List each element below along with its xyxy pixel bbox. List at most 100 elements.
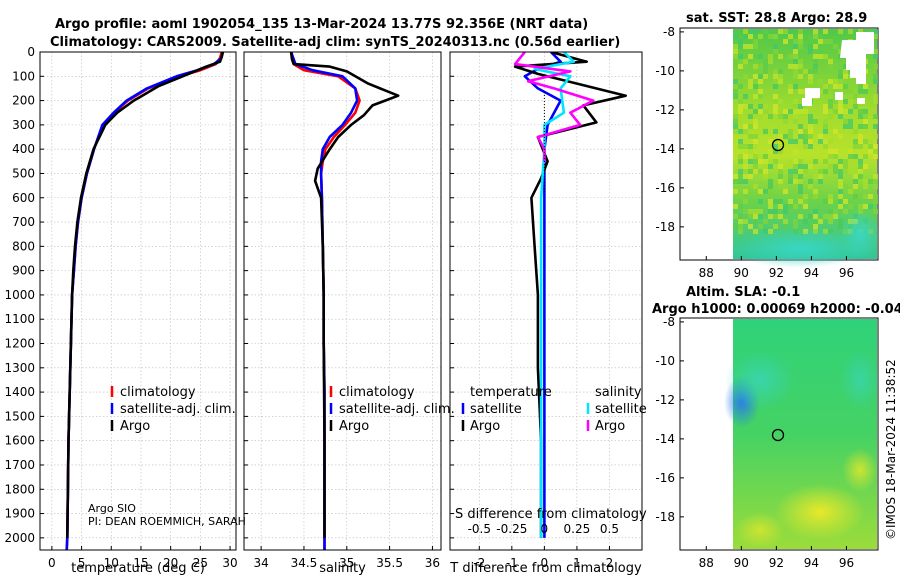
sst-pixel <box>793 119 798 124</box>
sst-pixel <box>773 79 778 84</box>
x-tick-label: 30 <box>222 556 237 570</box>
sst-pixel <box>783 39 788 44</box>
sst-pixel <box>808 69 813 74</box>
sst-pixel <box>773 209 778 214</box>
map-y-tick-label: -14 <box>655 432 675 446</box>
legend-satellite-label: satellite-adj. clim. <box>339 402 455 417</box>
legend-climatology-label: climatology <box>339 385 415 400</box>
sst-pixel <box>788 29 793 34</box>
x-axis-label: temperature (deg C) <box>71 561 205 576</box>
sst-pixel <box>808 119 813 124</box>
sst-pixel <box>843 109 848 114</box>
sst-pixel <box>808 44 813 49</box>
sst-pixel <box>743 219 748 224</box>
sst-pixel <box>748 79 753 84</box>
sst-pixel <box>738 109 743 114</box>
x-tick-label: 35 <box>339 556 354 570</box>
sst-pixel <box>793 74 798 79</box>
sla-map-title: Altim. SLA: -0.1 <box>686 285 800 300</box>
sst-pixel <box>783 184 788 189</box>
sst-pixel <box>863 184 868 189</box>
sst-pixel <box>813 209 818 214</box>
sst-pixel <box>778 189 783 194</box>
y-tick-label: 1100 <box>4 312 35 326</box>
sst-pixel <box>813 64 818 69</box>
sst-pixel <box>808 224 813 229</box>
sst-pixel <box>753 144 758 149</box>
sst-pixel <box>863 194 868 199</box>
sst-pixel <box>828 59 833 64</box>
sst-pixel <box>788 179 793 184</box>
sst-pixel <box>848 149 853 154</box>
sst-pixel <box>768 159 773 164</box>
sst-pixel <box>783 29 788 34</box>
sst-pixel <box>848 29 853 34</box>
sst-pixel <box>753 219 758 224</box>
y-tick-label: 1300 <box>4 361 35 375</box>
sst-pixel <box>818 79 823 84</box>
sst-pixel <box>828 74 833 79</box>
sst-pixel <box>748 189 753 194</box>
sst-pixel <box>743 64 748 69</box>
x-tick-label: 1 <box>573 556 581 570</box>
sst-pixel <box>778 74 783 79</box>
sst-pixel <box>853 169 858 174</box>
x-tick-label: 20 <box>163 556 178 570</box>
sst-pixel <box>793 179 798 184</box>
sst-pixel <box>858 124 863 129</box>
x-tick-label: 2 <box>606 556 614 570</box>
sst-pixel <box>823 169 828 174</box>
sst-pixel <box>793 224 798 229</box>
sla-map-panel: Altim. SLA: -0.1 Argo h1000: 0.00069 h20… <box>652 285 900 570</box>
sst-pixel <box>773 94 778 99</box>
sst-pixel <box>858 159 863 164</box>
sst-pixel <box>808 144 813 149</box>
sst-cloud-mask-5 <box>850 70 860 78</box>
sst-pixel <box>753 54 758 59</box>
sst-pixel <box>828 164 833 169</box>
sst-pixel <box>793 59 798 64</box>
sst-pixel <box>823 214 828 219</box>
map-x-tick-label: 90 <box>734 556 749 570</box>
sst-pixel <box>858 144 863 149</box>
sst-pixel <box>798 169 803 174</box>
sst-pixel <box>743 74 748 79</box>
sst-pixel <box>838 204 843 209</box>
sst-pixel <box>788 204 793 209</box>
sst-pixel <box>853 159 858 164</box>
sst-pixel <box>738 129 743 134</box>
sst-pixel <box>773 224 778 229</box>
sst-pixel <box>778 79 783 84</box>
sst-pixel <box>748 84 753 89</box>
sst-pixel <box>743 94 748 99</box>
sst-pixel <box>843 199 848 204</box>
sst-pixel <box>828 194 833 199</box>
sst-pixel <box>863 109 868 114</box>
sst-pixel <box>758 224 763 229</box>
sst-pixel <box>798 44 803 49</box>
sst-cyan-region-east <box>840 210 880 260</box>
sla-low-teal <box>725 350 795 410</box>
map-x-tick-label: 92 <box>769 556 784 570</box>
sst-pixel <box>793 64 798 69</box>
sst-pixel <box>733 34 738 39</box>
x-tick-label: 25 <box>193 556 208 570</box>
sst-pixel <box>753 139 758 144</box>
sst-pixel <box>838 99 843 104</box>
sst-pixel <box>743 169 748 174</box>
sst-pixel <box>758 189 763 194</box>
sst-pixel <box>803 109 808 114</box>
sst-pixel <box>808 164 813 169</box>
sst-pixel <box>748 209 753 214</box>
sst-pixel <box>778 204 783 209</box>
sst-pixel <box>853 154 858 159</box>
map-x-tick-label: 88 <box>699 556 714 570</box>
sst-pixel <box>863 119 868 124</box>
sst-pixel <box>793 84 798 89</box>
sst-pixel <box>758 89 763 94</box>
sst-pixel <box>773 109 778 114</box>
sst-pixel <box>798 39 803 44</box>
sst-pixel <box>813 29 818 34</box>
sst-pixel <box>798 104 803 109</box>
sst-pixel <box>753 74 758 79</box>
